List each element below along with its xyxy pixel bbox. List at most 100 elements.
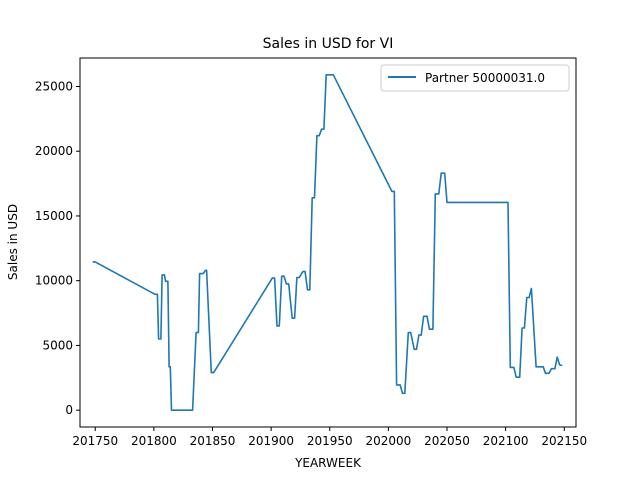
data-point	[318, 135, 320, 137]
data-point	[271, 277, 273, 279]
data-point	[559, 364, 561, 366]
data-point	[309, 289, 311, 291]
data-point	[444, 172, 446, 174]
data-point	[168, 366, 170, 368]
data-point	[530, 287, 532, 289]
data-point	[94, 261, 96, 263]
data-point	[330, 74, 332, 76]
data-point	[316, 135, 318, 137]
data-point	[561, 365, 563, 366]
data-point	[535, 366, 537, 368]
data-point	[325, 74, 327, 76]
data-point	[420, 334, 422, 336]
data-point	[428, 328, 430, 330]
data-point	[418, 334, 420, 336]
data-point	[537, 366, 539, 368]
data-point	[281, 275, 283, 277]
data-point	[332, 74, 334, 76]
data-point	[210, 372, 212, 374]
series-layer	[92, 74, 563, 412]
data-point	[542, 366, 544, 368]
data-point	[440, 172, 442, 174]
data-point	[274, 277, 276, 279]
data-point	[407, 331, 409, 333]
y-axis-label: Sales in USD	[6, 204, 20, 280]
data-point	[426, 315, 428, 317]
data-point	[521, 327, 523, 329]
data-point	[278, 325, 280, 327]
data-point	[156, 293, 158, 295]
data-point	[554, 368, 556, 370]
x-tick-label: 201850	[190, 434, 236, 448]
data-point	[204, 269, 206, 271]
x-tick-label: 202000	[365, 434, 411, 448]
data-point	[526, 297, 528, 299]
data-point	[169, 366, 171, 368]
data-point	[304, 271, 306, 273]
x-tick-label: 202150	[541, 434, 587, 448]
data-point	[306, 289, 308, 291]
data-point	[291, 317, 293, 319]
data-point	[206, 269, 208, 271]
data-point	[189, 409, 191, 411]
data-point	[548, 372, 550, 374]
y-tick-label: 20000	[35, 144, 73, 158]
x-tick-label: 202050	[424, 434, 470, 448]
plot-frame	[79, 57, 577, 428]
data-point	[165, 280, 167, 282]
data-point	[199, 273, 201, 275]
y-tick-label: 5000	[42, 338, 73, 352]
data-point	[515, 376, 517, 378]
data-point	[423, 315, 425, 317]
data-point	[438, 193, 440, 195]
data-point	[434, 193, 436, 195]
x-tick-label: 201800	[131, 434, 177, 448]
data-point	[298, 276, 300, 278]
data-point	[323, 128, 325, 130]
data-point	[161, 274, 163, 276]
data-point	[393, 190, 395, 192]
data-point	[545, 372, 547, 374]
data-point	[192, 409, 194, 411]
data-point	[296, 276, 298, 278]
data-point	[160, 338, 162, 340]
data-point	[399, 384, 401, 386]
data-point	[294, 317, 296, 319]
data-point	[321, 128, 323, 130]
x-tick-label: 202100	[483, 434, 529, 448]
legend-label-partner-50000031: Partner 50000031.0	[425, 71, 545, 85]
x-axis: 201750 201800 201850 201900 201950 202000 2020…	[72, 427, 587, 448]
data-point	[391, 190, 393, 192]
y-tick-label: 0	[65, 403, 73, 417]
data-point	[167, 280, 169, 282]
data-point	[283, 275, 285, 277]
data-point	[401, 392, 403, 394]
data-point	[550, 368, 552, 370]
x-tick-label: 201950	[307, 434, 353, 448]
data-point	[513, 366, 515, 368]
y-axis: 0 5000 10000 15000 20000 25000	[35, 79, 80, 417]
data-point	[556, 356, 558, 358]
data-point	[528, 297, 530, 299]
data-point	[195, 331, 197, 333]
data-point	[170, 409, 172, 411]
y-tick-label: 15000	[35, 209, 73, 223]
data-point	[202, 273, 204, 275]
x-axis-label: YEARWEEK	[294, 456, 362, 470]
data-point	[404, 392, 406, 394]
data-point	[314, 197, 316, 199]
data-point	[302, 271, 304, 273]
data-point	[413, 348, 415, 350]
data-point	[163, 274, 165, 276]
data-point	[523, 327, 525, 329]
data-point	[285, 283, 287, 285]
y-tick-label: 10000	[35, 274, 73, 288]
data-point	[92, 261, 94, 263]
x-tick-label: 201750	[72, 434, 118, 448]
data-point	[311, 197, 313, 199]
data-point	[176, 409, 178, 411]
data-point	[410, 331, 412, 333]
data-point	[328, 74, 330, 76]
data-point	[446, 201, 448, 203]
